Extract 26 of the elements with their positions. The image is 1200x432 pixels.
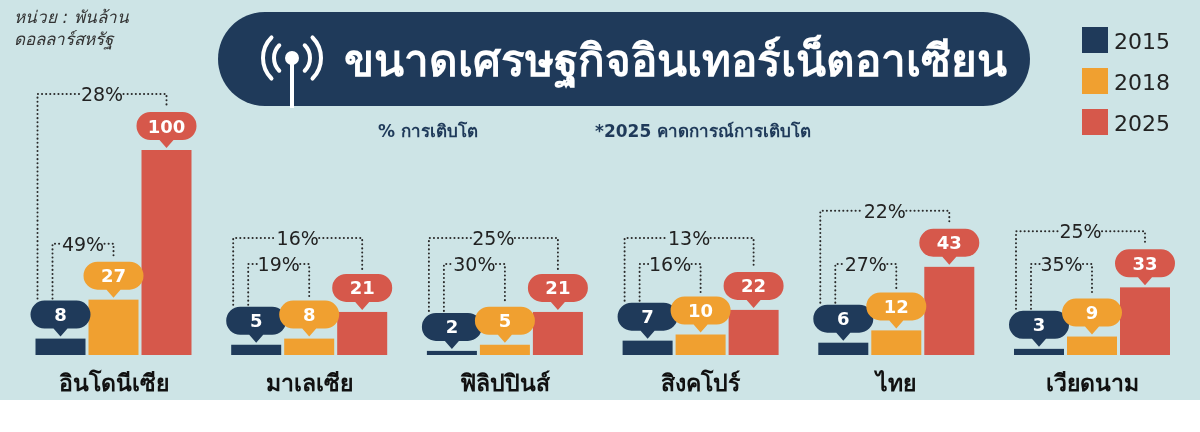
data-label: 8 xyxy=(54,304,67,326)
chart-subtitle: หน่วย : พันล้านดอลลาร์สหรัฐ xyxy=(14,6,130,50)
x-tick-label: มาเลเซีย xyxy=(265,370,353,396)
x-tick-label: ฟิลิปปินส์ xyxy=(459,370,551,396)
annotation: 49% xyxy=(61,232,105,255)
x-tick-label: ไทย xyxy=(873,369,917,396)
data-label: 100 xyxy=(147,115,186,137)
legend-label: 2015 xyxy=(1114,28,1170,54)
chart-title: ขนาดเศรษฐกิจอินเทอร์เน็ตอาเซียน xyxy=(343,33,1007,89)
data-label: 5 xyxy=(498,310,512,332)
x-tick-label: สิงคโปร์ xyxy=(661,369,742,396)
data-label: 10 xyxy=(688,300,714,321)
data-label: 2 xyxy=(445,316,459,338)
text: *2025 คาดการณ์การเติบโต xyxy=(595,121,812,141)
data-label: 6 xyxy=(837,308,850,330)
data-label: 8 xyxy=(302,304,316,326)
data-label: 3 xyxy=(1032,314,1046,336)
data-label: 5 xyxy=(249,310,263,332)
x-tick-label: เวียดนาม xyxy=(1045,370,1139,396)
data-label: 27 xyxy=(100,265,127,287)
legend-label: 2018 xyxy=(1114,69,1170,95)
legend-label: 2025 xyxy=(1114,110,1170,136)
text: % การเติบโต xyxy=(378,121,478,141)
x-tick-label: อินโดนีเซีย xyxy=(58,369,169,396)
text: 28% xyxy=(80,83,124,105)
data-label: 7 xyxy=(641,306,654,328)
